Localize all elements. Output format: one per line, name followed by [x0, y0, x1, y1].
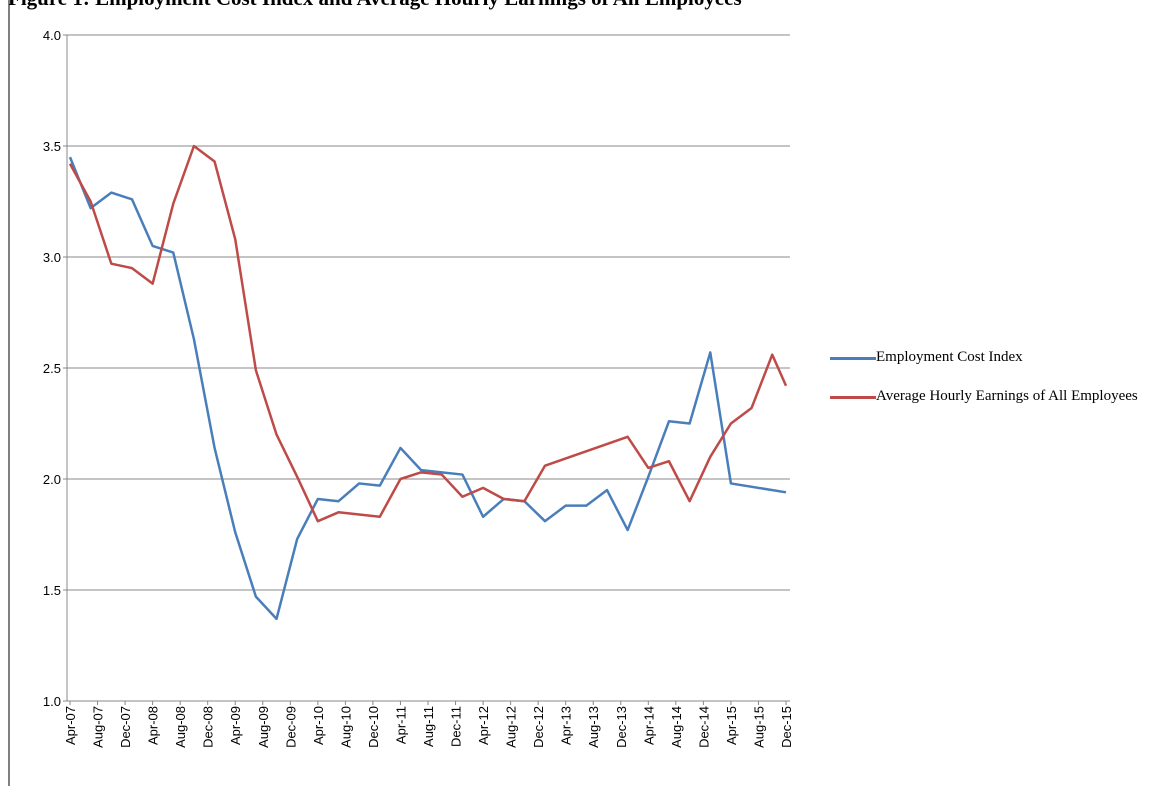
y-tick-label: 3.5: [43, 139, 61, 154]
x-tick-label: Aug-13: [586, 706, 601, 748]
y-tick-label: 2.5: [43, 361, 61, 376]
y-tick-label: 1.5: [43, 583, 61, 598]
y-tick-label: 2.0: [43, 472, 61, 487]
legend-item: Average Hourly Earnings of All Employees: [830, 387, 1150, 406]
x-tick-label: Dec-15: [779, 706, 794, 748]
x-tick-label: Apr-15: [724, 706, 739, 745]
x-tick-label: Apr-09: [228, 706, 243, 745]
x-tick-label: Dec-09: [283, 706, 298, 748]
legend-label: Employment Cost Index: [876, 349, 1023, 365]
x-tick-label: Apr-13: [559, 706, 574, 745]
series-line: [68, 156, 787, 621]
x-tick-label: Apr-12: [476, 706, 491, 745]
x-tick-label: Aug-15: [751, 706, 766, 748]
y-tick-label: 1.0: [43, 694, 61, 709]
x-tick-label: Dec-14: [696, 706, 711, 748]
x-tick-label: Aug-08: [173, 706, 188, 748]
legend-item: Employment Cost Index: [830, 348, 1150, 367]
x-tick-label: Apr-10: [311, 706, 326, 745]
x-tick-label: Aug-14: [669, 706, 684, 748]
x-tick-label: Aug-12: [504, 706, 519, 748]
x-tick-label: Aug-11: [421, 706, 436, 747]
y-tick-label: 3.0: [43, 250, 61, 265]
x-tick-label: Dec-13: [614, 706, 629, 748]
x-tick-label: Aug-07: [91, 706, 106, 748]
x-tick-label: Apr-08: [146, 706, 161, 745]
x-tick-label: Dec-12: [531, 706, 546, 748]
x-tick-label: Aug-10: [338, 706, 353, 748]
x-tick-label: Dec-07: [118, 706, 133, 748]
x-tick-label: Apr-14: [641, 706, 656, 745]
y-tick-label: 4.0: [43, 28, 61, 43]
legend: Employment Cost Index Average Hourly Earn…: [830, 348, 1150, 426]
chart-title: Figure 1: Employment Cost Index and Aver…: [8, 0, 742, 10]
x-tick-label: Aug-09: [256, 706, 271, 748]
x-tick-label: Dec-08: [201, 706, 216, 748]
x-tick-label: Dec-10: [366, 706, 381, 748]
legend-swatch: [830, 396, 876, 399]
series-line: [68, 144, 788, 523]
x-tick-label: Apr-07: [63, 706, 78, 745]
legend-label: Average Hourly Earnings of All Employees: [876, 388, 1138, 404]
x-tick-label: Dec-11: [449, 706, 464, 747]
legend-swatch: [830, 357, 876, 360]
x-tick-label: Apr-11: [393, 706, 408, 744]
